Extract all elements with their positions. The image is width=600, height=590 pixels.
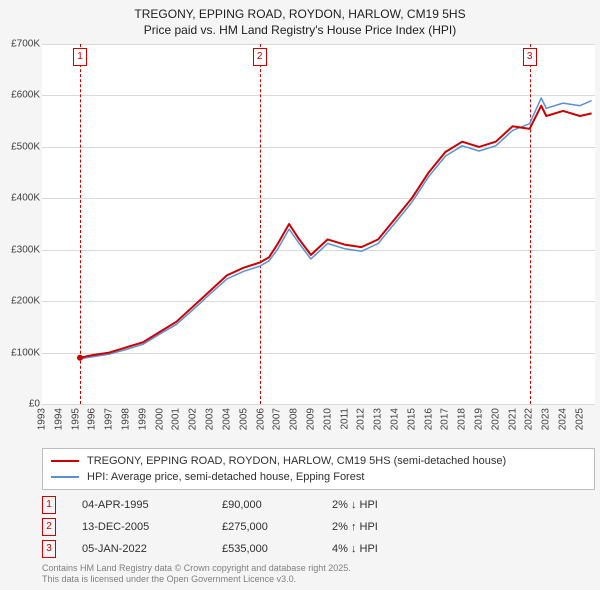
transaction-row: 1 04-APR-1995£90,0002% ↓ HPI <box>42 494 595 516</box>
series-line-price_paid <box>80 106 592 358</box>
legend: TREGONY, EPPING ROAD, ROYDON, HARLOW, CM… <box>42 448 595 490</box>
x-axis-tick-label: 2008 <box>289 408 300 430</box>
transaction-date: 05-JAN-2022 <box>82 543 222 555</box>
x-axis-tick-label: 2000 <box>154 408 165 430</box>
x-axis-tick-label: 2021 <box>507 408 518 430</box>
footer-line: Contains HM Land Registry data © Crown c… <box>42 563 351 575</box>
y-axis-tick-label: £400K <box>11 193 40 204</box>
chart-svg <box>42 44 595 404</box>
transaction-marker-badge: 1 <box>73 48 87 66</box>
transaction-date: 13-DEC-2005 <box>82 521 222 533</box>
x-axis-tick-label: 1996 <box>87 408 98 430</box>
x-axis-tick-label: 2018 <box>457 408 468 430</box>
transaction-marker-badge: 3 <box>523 48 537 66</box>
transaction-delta: 2% ↓ HPI <box>332 499 452 511</box>
legend-label: HPI: Average price, semi-detached house,… <box>87 471 364 483</box>
footer-line: This data is licensed under the Open Gov… <box>42 574 351 586</box>
transaction-delta: 2% ↑ HPI <box>332 521 452 533</box>
y-axis-tick-label: £200K <box>11 296 40 307</box>
x-axis-tick-label: 1995 <box>70 408 81 430</box>
figure-container: TREGONY, EPPING ROAD, ROYDON, HARLOW, CM… <box>0 0 600 590</box>
x-axis-tick-label: 2010 <box>322 408 333 430</box>
transaction-marker-badge: 2 <box>253 48 267 66</box>
chart-plot-area: 1 2 3 <box>42 44 595 404</box>
x-axis-tick-label: 2009 <box>305 408 316 430</box>
series-line-hpi <box>80 98 592 359</box>
x-axis-tick-label: 1993 <box>37 408 48 430</box>
transaction-badge: 3 <box>42 540 56 558</box>
chart-title: TREGONY, EPPING ROAD, ROYDON, HARLOW, CM… <box>0 0 600 38</box>
x-axis-tick-label: 2020 <box>490 408 501 430</box>
attribution-footer: Contains HM Land Registry data © Crown c… <box>42 563 351 586</box>
legend-swatch <box>51 476 79 478</box>
x-axis-tick-label: 2016 <box>423 408 434 430</box>
transaction-price: £535,000 <box>222 543 332 555</box>
x-axis-tick-label: 2011 <box>339 408 350 430</box>
transaction-date: 04-APR-1995 <box>82 499 222 511</box>
transaction-row: 2 13-DEC-2005£275,0002% ↑ HPI <box>42 516 595 538</box>
legend-label: TREGONY, EPPING ROAD, ROYDON, HARLOW, CM… <box>87 455 506 467</box>
x-axis-tick-label: 2019 <box>474 408 485 430</box>
x-axis-tick-label: 2013 <box>373 408 384 430</box>
transactions-table: 1 04-APR-1995£90,0002% ↓ HPI 2 13-DEC-2005£… <box>42 494 595 560</box>
x-axis-tick-label: 2023 <box>541 408 552 430</box>
x-axis-tick-label: 2004 <box>221 408 232 430</box>
transaction-row: 3 05-JAN-2022£535,0004% ↓ HPI <box>42 538 595 560</box>
x-axis-tick-label: 2002 <box>188 408 199 430</box>
legend-item: TREGONY, EPPING ROAD, ROYDON, HARLOW, CM… <box>51 453 586 469</box>
x-axis-tick-label: 2003 <box>205 408 216 430</box>
title-line-1: TREGONY, EPPING ROAD, ROYDON, HARLOW, CM… <box>0 6 600 22</box>
transaction-badge: 1 <box>42 496 56 514</box>
x-axis-tick-label: 2005 <box>238 408 249 430</box>
y-axis-tick-label: £600K <box>11 90 40 101</box>
x-axis-tick-label: 2012 <box>356 408 367 430</box>
x-axis-tick-label: 2025 <box>574 408 585 430</box>
x-axis-tick-label: 2006 <box>255 408 266 430</box>
x-axis-tick-label: 1999 <box>137 408 148 430</box>
y-axis-tick-label: £700K <box>11 39 40 50</box>
title-line-2: Price paid vs. HM Land Registry's House … <box>0 22 600 38</box>
legend-swatch <box>51 460 79 462</box>
x-axis-tick-label: 2017 <box>440 408 451 430</box>
y-axis-tick-label: £500K <box>11 141 40 152</box>
y-axis-tick-label: £100K <box>11 347 40 358</box>
gridline <box>42 404 595 405</box>
transaction-price: £90,000 <box>222 499 332 511</box>
x-axis-tick-label: 2022 <box>524 408 535 430</box>
x-axis-tick-label: 1994 <box>53 408 64 430</box>
x-axis-tick-label: 2024 <box>558 408 569 430</box>
x-axis-tick-label: 2014 <box>389 408 400 430</box>
x-axis-tick-label: 1998 <box>121 408 132 430</box>
y-axis-tick-label: £300K <box>11 244 40 255</box>
x-axis-tick-label: 2007 <box>272 408 283 430</box>
series-start-dot <box>77 355 83 361</box>
x-axis-tick-label: 2015 <box>406 408 417 430</box>
transaction-badge: 2 <box>42 518 56 536</box>
transaction-delta: 4% ↓ HPI <box>332 543 452 555</box>
transaction-price: £275,000 <box>222 521 332 533</box>
x-axis-tick-label: 2001 <box>171 408 182 430</box>
legend-item: HPI: Average price, semi-detached house,… <box>51 469 586 485</box>
x-axis-tick-label: 1997 <box>104 408 115 430</box>
